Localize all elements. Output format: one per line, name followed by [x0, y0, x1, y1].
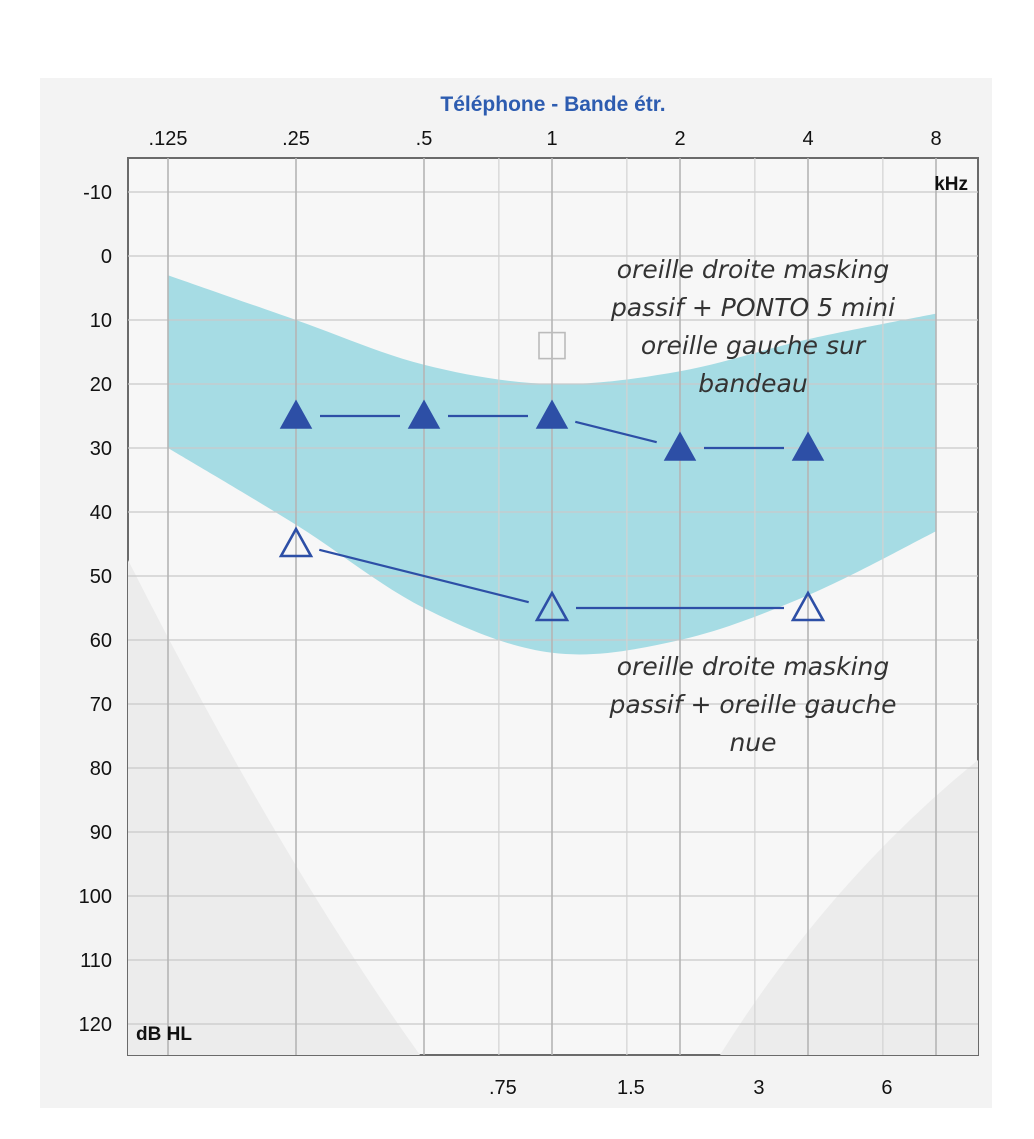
x-tick-label-top: .125: [149, 128, 188, 150]
x-tick-label-bottom: 3: [753, 1077, 764, 1099]
plot-shading-lower-left: [128, 560, 420, 1055]
y-tick-label: 10: [90, 310, 112, 332]
x-tick-label-top: 8: [930, 128, 941, 150]
open-triangle-marker: [534, 590, 570, 622]
x-tick-label-top: 2: [674, 128, 685, 150]
y-tick-label: 80: [90, 758, 112, 780]
y-tick-label: 100: [79, 886, 112, 908]
filled-triangle-marker: [663, 431, 697, 461]
annotation-2-line: oreille droite masking: [617, 652, 889, 681]
x-tick-label-top: .25: [282, 128, 310, 150]
x-tick-label-top: .5: [416, 128, 433, 150]
y-tick-label: 120: [79, 1014, 112, 1036]
y-tick-label: 20: [90, 374, 112, 396]
x-tick-label-bottom: .75: [489, 1077, 517, 1099]
y-tick-label: 90: [90, 822, 112, 844]
y-tick-label: 50: [90, 566, 112, 588]
y-tick-label: 60: [90, 630, 112, 652]
open-triangle-marker: [790, 590, 826, 622]
x-tick-label-top: 1: [546, 128, 557, 150]
y-tick-label: -10: [83, 182, 112, 204]
filled-triangle-marker: [279, 399, 313, 429]
annotation-1-line: oreille droite masking: [617, 255, 889, 284]
annotation-1-line: passif + PONTO 5 mini: [610, 293, 895, 322]
filled-triangle-marker: [407, 399, 441, 429]
series-2-segment: [319, 548, 529, 604]
open-square-marker: [538, 331, 566, 360]
open-triangle-marker: [278, 526, 314, 558]
x-tick-label-bottom: 1.5: [617, 1077, 645, 1099]
chart-title: Téléphone - Bande étr.: [440, 93, 665, 116]
y-tick-label: 0: [101, 246, 112, 268]
annotation-2-line: passif + oreille gauche: [609, 690, 897, 719]
annotation-1-line: bandeau: [698, 369, 807, 398]
filled-triangle-marker: [535, 399, 569, 429]
y-tick-label: 40: [90, 502, 112, 524]
y-tick-label: 110: [80, 950, 112, 972]
y-tick-label: 70: [90, 694, 112, 716]
series-1-segment: [575, 420, 657, 444]
annotation-1-line: oreille gauche sur: [641, 331, 867, 360]
filled-triangle-marker: [791, 431, 825, 461]
x-unit-label: kHz: [934, 174, 968, 195]
plot-shading-lower-right: [720, 760, 978, 1055]
y-tick-label: 30: [90, 438, 112, 460]
annotation-2-line: nue: [729, 728, 776, 757]
y-unit-label: dB HL: [136, 1024, 192, 1045]
x-tick-label-bottom: 6: [881, 1077, 892, 1099]
x-tick-label-top: 4: [802, 128, 813, 150]
